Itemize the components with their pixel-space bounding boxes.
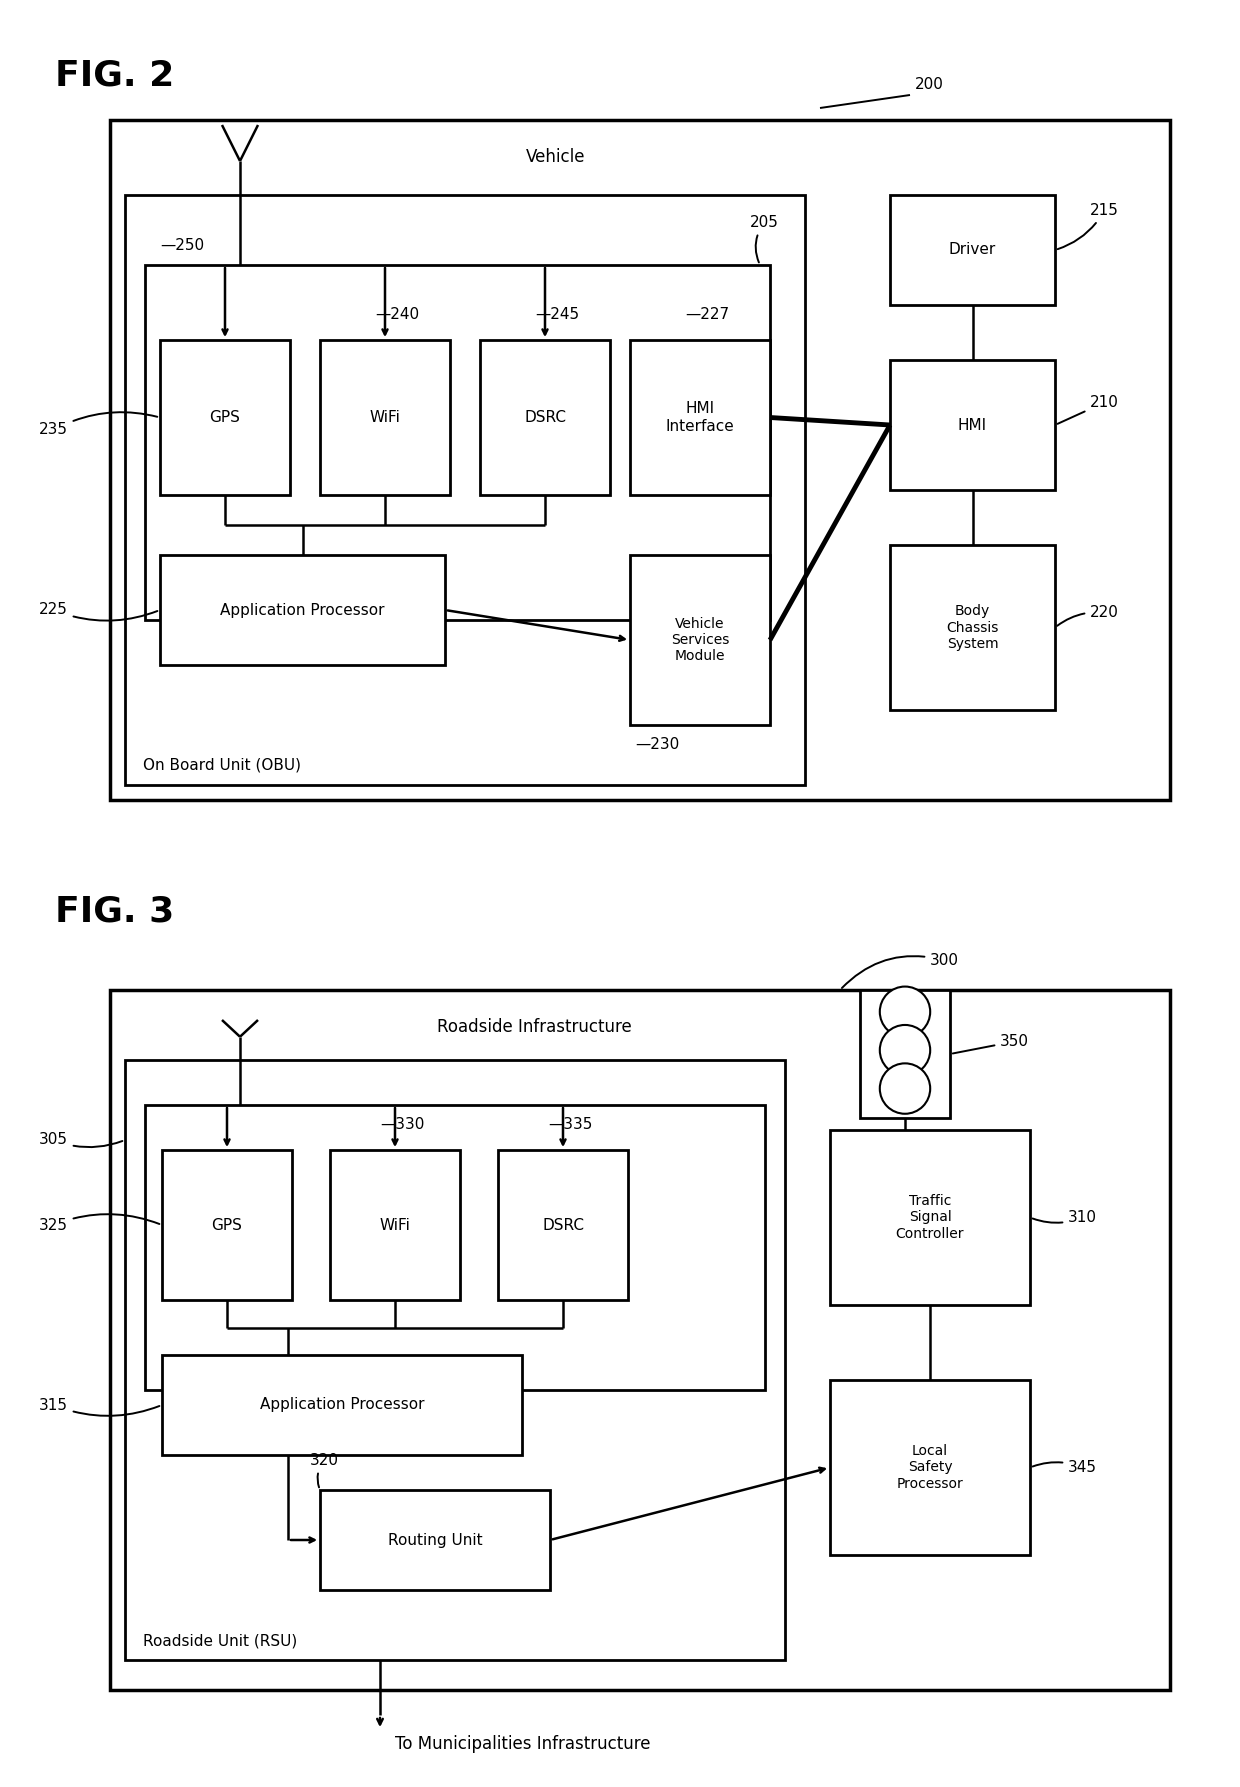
Text: —335: —335 [548,1117,593,1131]
Text: GPS: GPS [210,409,241,425]
Text: 305: 305 [38,1133,123,1147]
Text: WiFi: WiFi [370,409,401,425]
Text: —330: —330 [379,1117,424,1131]
Bar [330,1151,460,1299]
Text: 235: 235 [38,413,157,438]
Bar [320,1490,551,1590]
Text: Driver: Driver [949,243,996,257]
Bar [125,195,805,784]
Text: 210: 210 [1058,395,1118,424]
Text: 215: 215 [1058,204,1118,248]
Circle shape [880,986,930,1036]
Bar [890,359,1055,490]
Text: GPS: GPS [212,1217,243,1233]
Text: Vehicle: Vehicle [526,148,585,166]
Text: Traffic
Signal
Controller: Traffic Signal Controller [895,1194,965,1240]
Text: Vehicle
Services
Module: Vehicle Services Module [671,617,729,663]
Text: HMI: HMI [959,418,987,432]
Bar [861,990,950,1119]
Bar [630,556,770,726]
Bar [125,1060,785,1660]
Text: FIG. 3: FIG. 3 [55,895,175,929]
Bar [145,264,770,620]
Bar [830,1129,1030,1305]
Text: 225: 225 [40,602,157,620]
Text: HMI
Interface: HMI Interface [666,402,734,434]
Text: 200: 200 [915,77,944,91]
Text: —230: —230 [635,736,680,752]
Text: Application Processor: Application Processor [221,602,384,618]
Text: 220: 220 [1058,606,1118,625]
Text: To Municipalities Infrastructure: To Municipalities Infrastructure [396,1735,651,1753]
Text: 325: 325 [38,1213,160,1233]
Bar [498,1151,627,1299]
Bar [162,1151,291,1299]
Text: —250: —250 [160,238,205,254]
Text: —227: —227 [684,307,729,322]
Text: 205: 205 [750,214,779,263]
Bar [110,990,1171,1691]
Text: On Board Unit (OBU): On Board Unit (OBU) [143,758,301,774]
Text: DSRC: DSRC [542,1217,584,1233]
Text: Application Processor: Application Processor [259,1397,424,1412]
Bar [890,545,1055,709]
Bar [145,1104,765,1390]
Bar [630,340,770,495]
Bar [830,1380,1030,1555]
Circle shape [880,1063,930,1113]
Bar [480,340,610,495]
Text: 320: 320 [310,1453,339,1487]
Text: Routing Unit: Routing Unit [388,1533,482,1548]
Bar [890,195,1055,306]
Text: 315: 315 [38,1397,160,1415]
Text: 350: 350 [952,1035,1029,1054]
Text: Body
Chassis
System: Body Chassis System [946,604,998,650]
Text: Roadside Unit (RSU): Roadside Unit (RSU) [143,1633,298,1648]
Text: FIG. 2: FIG. 2 [55,57,175,91]
Text: 300: 300 [842,952,959,988]
Text: —245: —245 [534,307,579,322]
Bar [110,120,1171,801]
Circle shape [880,1026,930,1076]
Text: WiFi: WiFi [379,1217,410,1233]
Bar [160,340,290,495]
Text: Roadside Infrastructure: Roadside Infrastructure [436,1019,631,1036]
Text: 310: 310 [1033,1210,1097,1226]
Bar [160,556,445,665]
Bar [320,340,450,495]
Text: —240: —240 [374,307,419,322]
Text: 345: 345 [1033,1460,1097,1474]
Text: Local
Safety
Processor: Local Safety Processor [897,1444,963,1490]
Bar [162,1355,522,1455]
Text: DSRC: DSRC [525,409,565,425]
